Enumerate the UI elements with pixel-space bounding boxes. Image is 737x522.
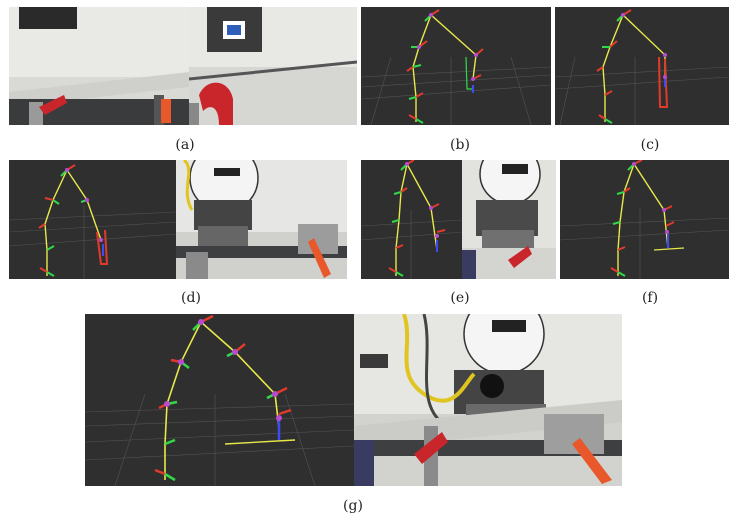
- photo-a-left: [9, 7, 189, 125]
- robot-arm-skeleton-icon: [555, 7, 729, 125]
- sim-f: [560, 160, 729, 279]
- photo-e: [462, 160, 556, 279]
- robot-arm-skeleton-icon: [361, 160, 462, 279]
- caption-g: (g): [343, 498, 363, 514]
- caption-b: (b): [450, 137, 470, 153]
- sim-d: [9, 160, 176, 279]
- sim-b: [361, 7, 551, 125]
- caption-e: (e): [450, 290, 470, 306]
- camera-photo-icon: [354, 314, 622, 486]
- robot-arm-skeleton-icon: [560, 160, 729, 279]
- robot-arm-skeleton-icon: [9, 160, 176, 279]
- sim-e: [361, 160, 462, 279]
- camera-photo-icon: [9, 7, 189, 125]
- photo-g: [354, 314, 622, 486]
- sim-g: [85, 314, 354, 486]
- camera-photo-icon: [176, 160, 347, 279]
- robot-arm-skeleton-icon: [85, 314, 354, 486]
- photo-a-right: [189, 7, 357, 125]
- sim-c: [555, 7, 729, 125]
- robot-arm-skeleton-icon: [361, 7, 551, 125]
- camera-photo-icon: [189, 7, 357, 125]
- camera-photo-icon: [462, 160, 556, 279]
- caption-c: (c): [640, 137, 660, 153]
- photo-d: [176, 160, 347, 279]
- caption-d: (d): [181, 290, 201, 306]
- caption-a: (a): [175, 137, 195, 153]
- caption-f: (f): [641, 290, 659, 306]
